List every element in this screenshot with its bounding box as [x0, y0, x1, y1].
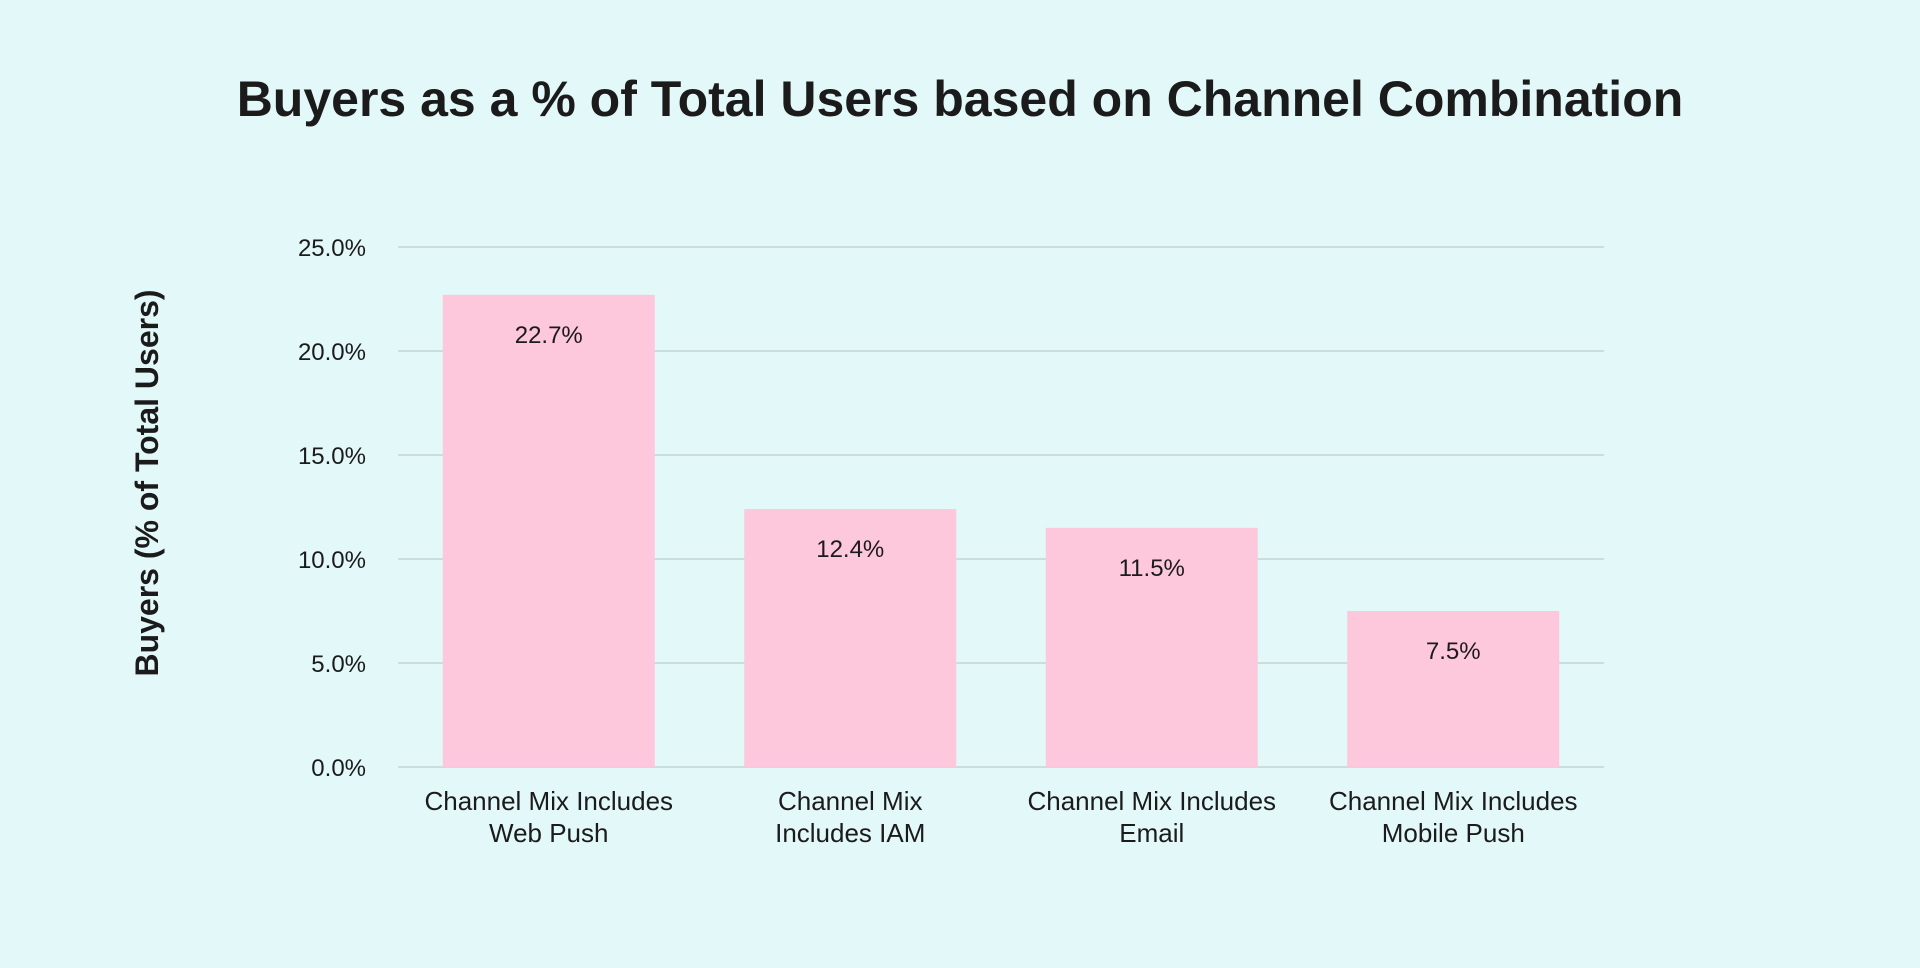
bar-value-label: 12.4%: [816, 536, 884, 563]
bar: [744, 509, 957, 767]
x-category-label: Web Push: [489, 818, 608, 848]
y-tick-label: 0.0%: [311, 755, 366, 782]
x-category-label: Includes IAM: [775, 818, 925, 848]
chart-title: Buyers as a % of Total Users based on Ch…: [237, 71, 1684, 127]
bar: [1347, 611, 1560, 767]
bar-value-label: 11.5%: [1119, 555, 1185, 582]
x-category-label: Channel Mix Includes: [1027, 786, 1276, 816]
y-axis-label: Buyers (% of Total Users): [129, 289, 165, 676]
x-category-label: Channel Mix Includes: [424, 786, 673, 816]
bar-value-label: 7.5%: [1426, 638, 1481, 665]
bar: [442, 294, 655, 767]
x-category-label: Channel Mix: [778, 786, 923, 816]
y-tick-label: 5.0%: [311, 651, 366, 678]
y-axis-ticks: 0.0% 5.0% 10.0% 15.0% 20.0% 25.0%: [298, 235, 366, 782]
x-category-label: Email: [1119, 818, 1184, 848]
bar-value-label: 22.7%: [515, 322, 583, 349]
x-category-label: Mobile Push: [1382, 818, 1525, 848]
y-tick-label: 15.0%: [298, 443, 366, 470]
y-tick-label: 20.0%: [298, 339, 366, 366]
bar: [1045, 527, 1258, 767]
bars: [442, 294, 1560, 767]
y-tick-label: 25.0%: [298, 235, 366, 262]
data-labels: 22.7% 12.4% 11.5% 7.5%: [515, 322, 1481, 665]
x-category-label: Channel Mix Includes: [1329, 786, 1578, 816]
y-tick-label: 10.0%: [298, 547, 366, 574]
